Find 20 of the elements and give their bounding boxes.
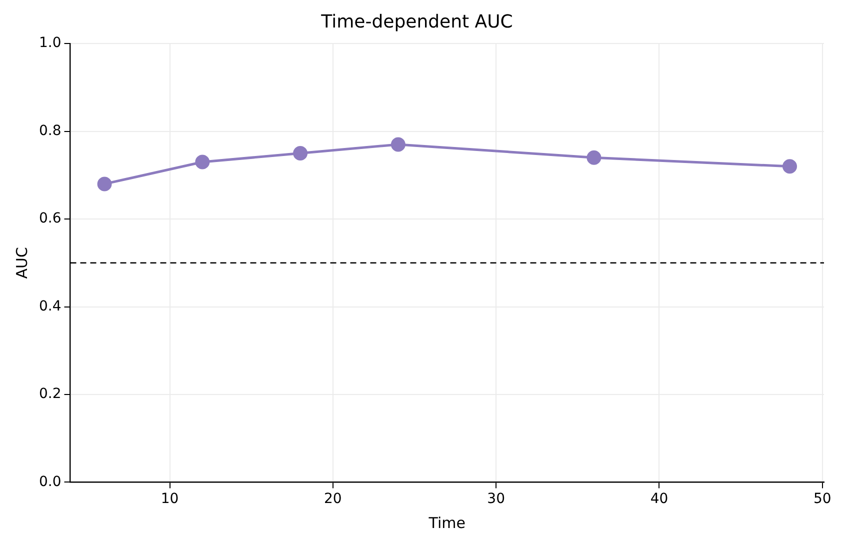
point <box>782 159 797 174</box>
point <box>195 154 210 170</box>
y-tick-label: 0.2 <box>39 386 62 402</box>
point <box>97 176 112 192</box>
x-tick-label: 20 <box>324 491 342 508</box>
x-axis-title: Time <box>428 514 466 532</box>
x-tick-label: 30 <box>487 491 505 508</box>
y-tick-label: 0.4 <box>39 298 62 314</box>
y-axis-title: AUC <box>12 247 31 279</box>
y-tick-label: 1.0 <box>39 35 62 52</box>
x-tick-label: 10 <box>160 491 179 508</box>
point <box>390 137 406 152</box>
y-tick-label: 0.6 <box>39 210 62 227</box>
point <box>586 150 602 165</box>
x-tick-label: 40 <box>650 491 668 508</box>
y-tick-label: 0.0 <box>39 474 62 490</box>
x-tick-label: 50 <box>813 491 832 508</box>
y-tick-label: 0.8 <box>39 122 62 139</box>
chart-title: Time-dependent AUC <box>320 11 513 32</box>
point <box>293 146 308 160</box>
